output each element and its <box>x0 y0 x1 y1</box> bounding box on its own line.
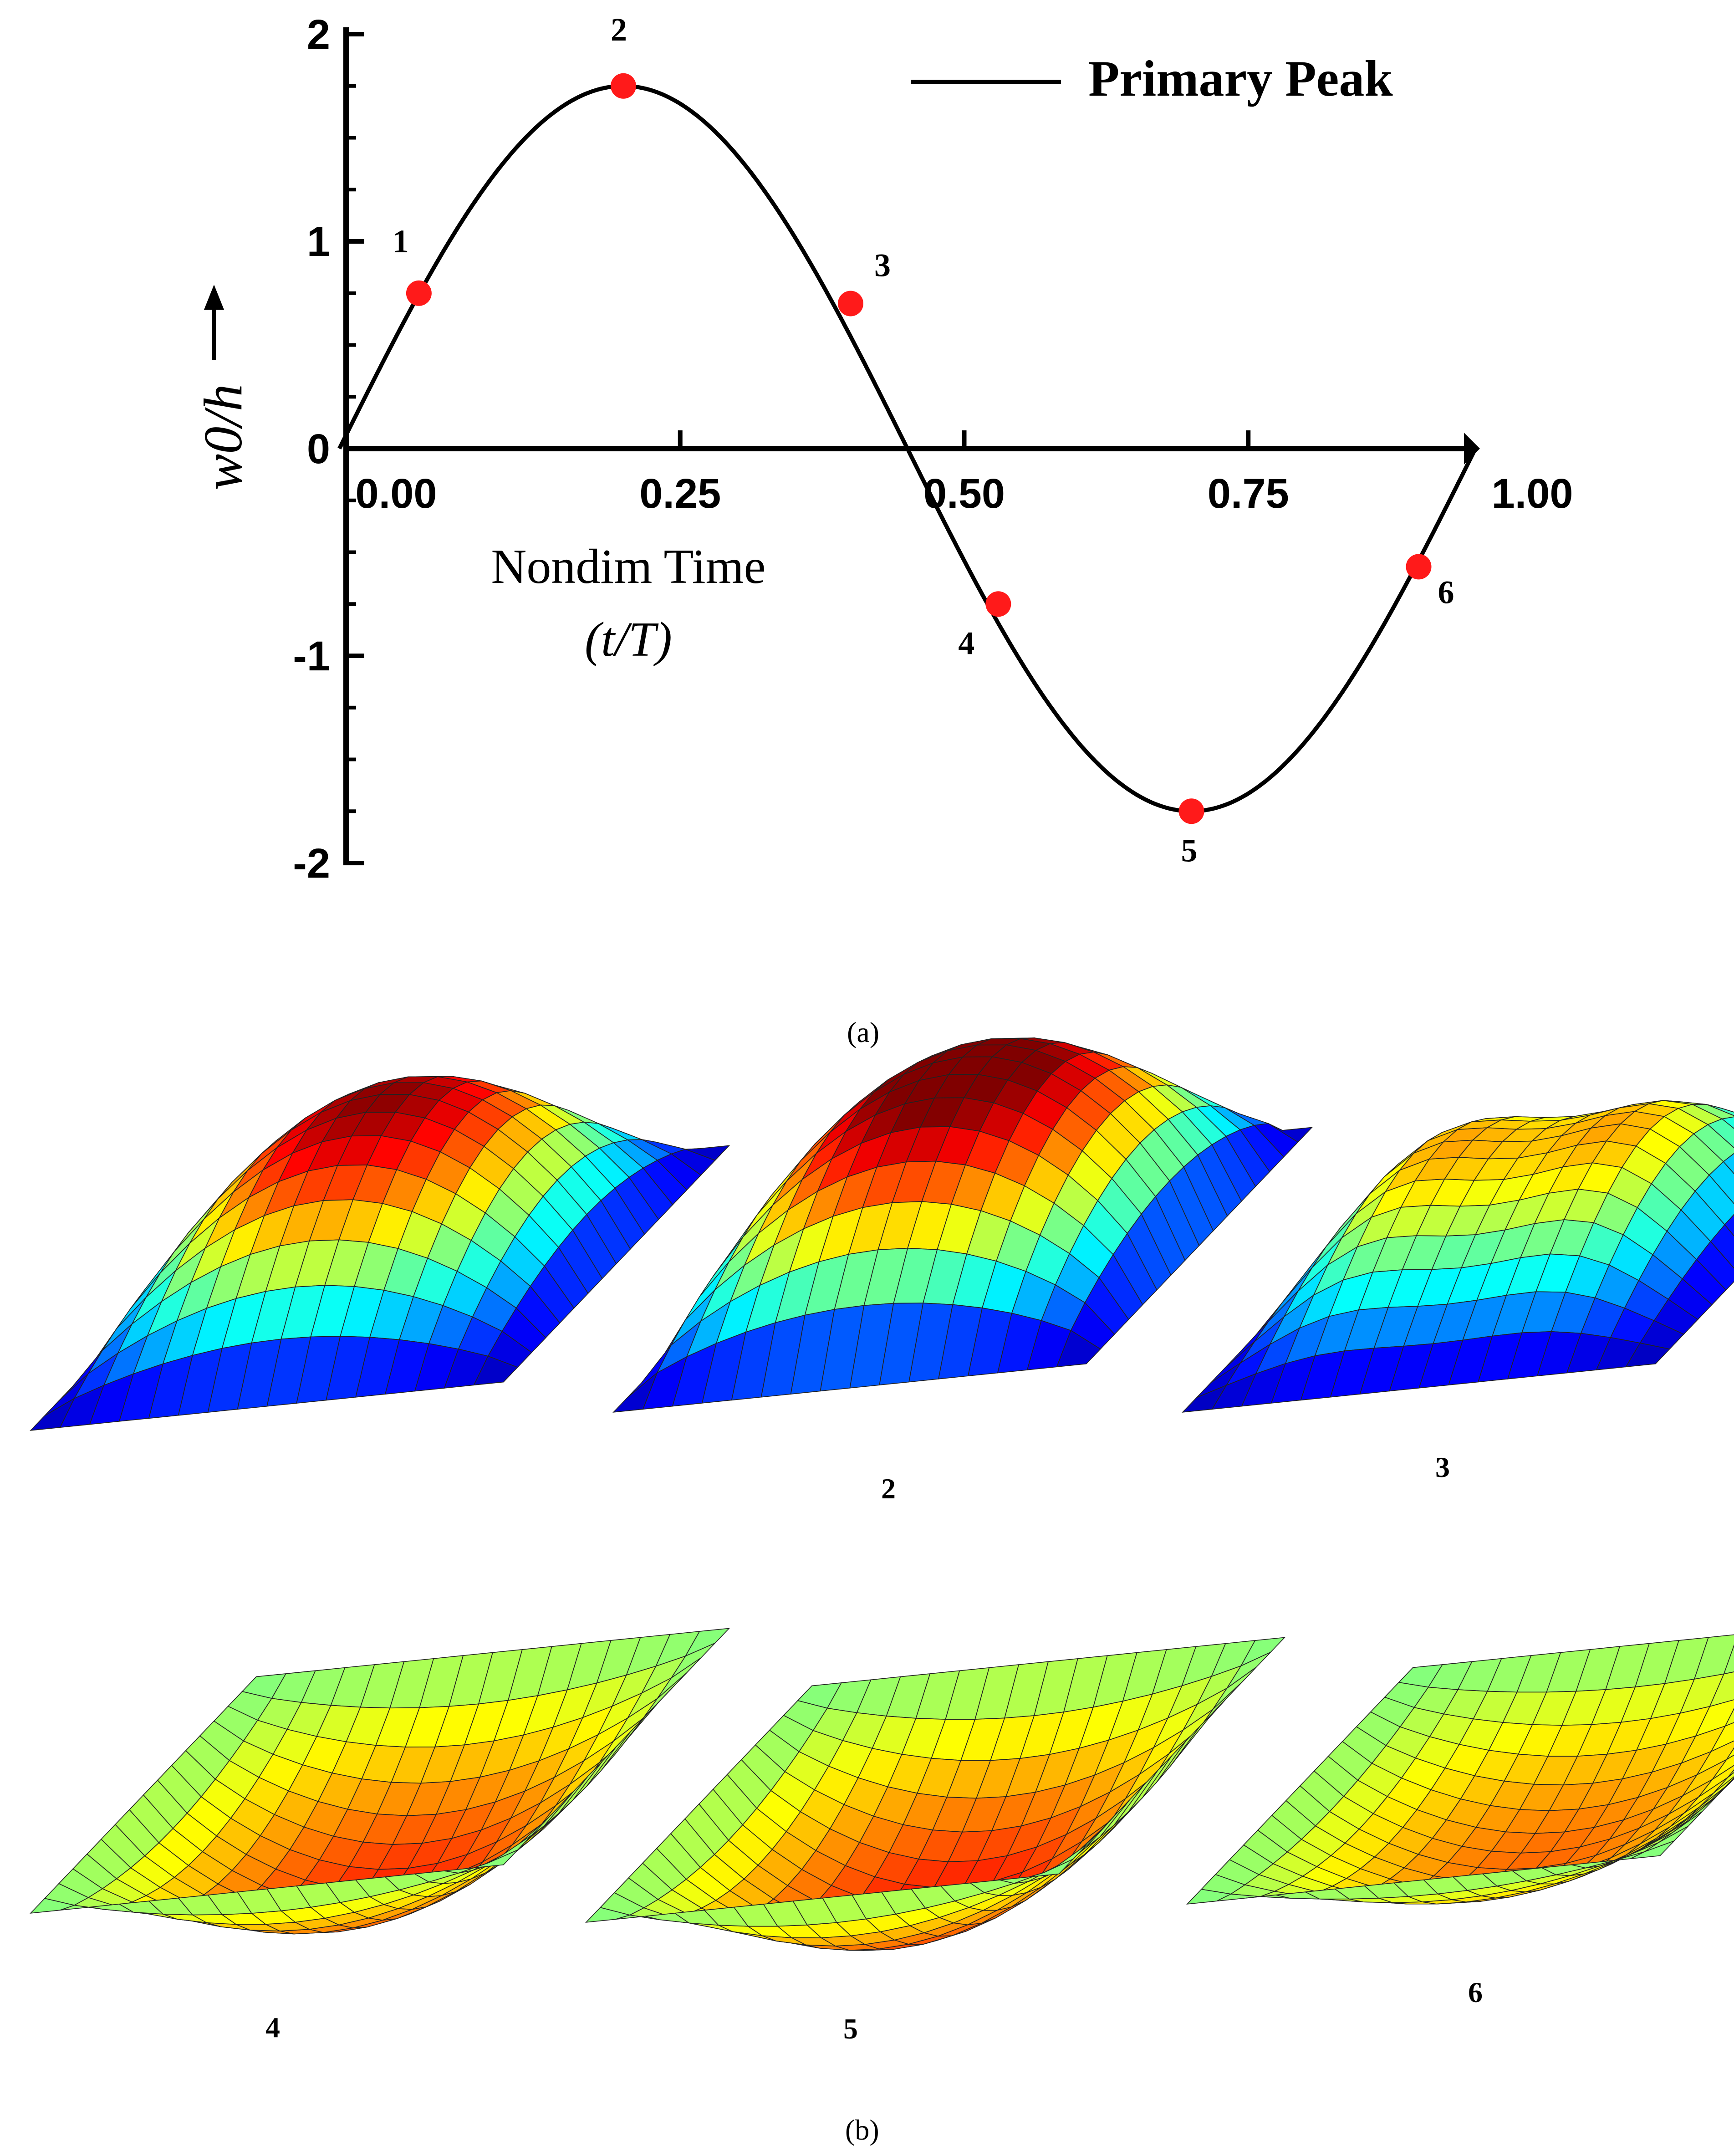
data-point-label-5: 5 <box>1181 832 1198 869</box>
shape-label-4: 4 <box>265 2011 280 2044</box>
x-axis-sublabel: (t/T) <box>585 613 672 667</box>
mode-shape-5 <box>585 1637 1286 1951</box>
surface-facet <box>473 1355 519 1386</box>
y-axis-label: w0/h <box>193 384 253 490</box>
legend-label: Primary Peak <box>1088 51 1393 107</box>
surface-facet <box>1726 1747 1734 1760</box>
surface-facet <box>1724 1214 1734 1237</box>
shape-label-6: 6 <box>1468 1976 1483 2008</box>
surface-facet <box>1727 1769 1734 1778</box>
surface-facet <box>1724 1708 1734 1727</box>
mode-shape-panels <box>30 1037 1734 1951</box>
y-tick-label: 0 <box>307 426 330 472</box>
shape-label-2: 2 <box>881 1472 896 1505</box>
data-point-label-3: 3 <box>874 247 891 284</box>
x-tick-label: 0.00 <box>355 470 437 517</box>
surface-facet <box>1721 1116 1734 1129</box>
surface-facet <box>1056 1330 1101 1368</box>
data-point-label-4: 4 <box>958 625 974 661</box>
data-point-label-1: 1 <box>393 223 409 260</box>
data-point-label-6: 6 <box>1438 574 1454 610</box>
mode-shape-3 <box>1182 1100 1734 1413</box>
mode-shape-2 <box>612 1037 1313 1413</box>
mode-shape-6 <box>1186 1634 1734 1905</box>
y-tick-label: -2 <box>293 840 330 887</box>
surface-facet <box>1723 1644 1734 1675</box>
surface-facet <box>1630 1840 1675 1860</box>
surface-facet <box>474 1849 518 1869</box>
x-tick-label: 1.00 <box>1491 470 1573 517</box>
data-point-2 <box>611 73 636 99</box>
caption-a: (a) <box>847 1016 880 1048</box>
shape-label-5: 5 <box>843 2013 858 2045</box>
data-point-3 <box>838 291 863 317</box>
x-tick-label: 0.25 <box>639 470 721 517</box>
surface-facet <box>1723 1153 1734 1175</box>
data-point-1 <box>406 280 432 306</box>
surface-facet <box>1625 1343 1671 1368</box>
series-line-primary-peak <box>337 84 1478 813</box>
x-axis-label: Nondim Time <box>491 540 765 594</box>
y-tick-label: 2 <box>307 11 330 58</box>
x-tick-label: 0.75 <box>1208 470 1289 517</box>
surface-facet <box>1029 1859 1074 1878</box>
data-point-label-2: 2 <box>611 11 627 48</box>
y-axis-arrow-head <box>204 285 224 310</box>
caption-b: (b) <box>845 2114 879 2146</box>
x-axis-end-marker <box>1464 433 1480 465</box>
y-tick-label: -1 <box>293 633 330 679</box>
displacement-chart: 2 1 0 -1 -2 0.00 0.25 0.50 0.75 1.00 Nondim Time (t… <box>193 11 1573 887</box>
mode-shape-1 <box>30 1076 730 1431</box>
y-tick-label: 1 <box>307 219 330 265</box>
data-point-4 <box>985 591 1011 617</box>
mode-shape-4 <box>30 1628 730 1935</box>
data-point-6 <box>1406 554 1432 580</box>
x-tick-label: 0.50 <box>923 470 1005 517</box>
data-point-5 <box>1178 798 1204 824</box>
shape-label-3: 3 <box>1435 1451 1450 1483</box>
